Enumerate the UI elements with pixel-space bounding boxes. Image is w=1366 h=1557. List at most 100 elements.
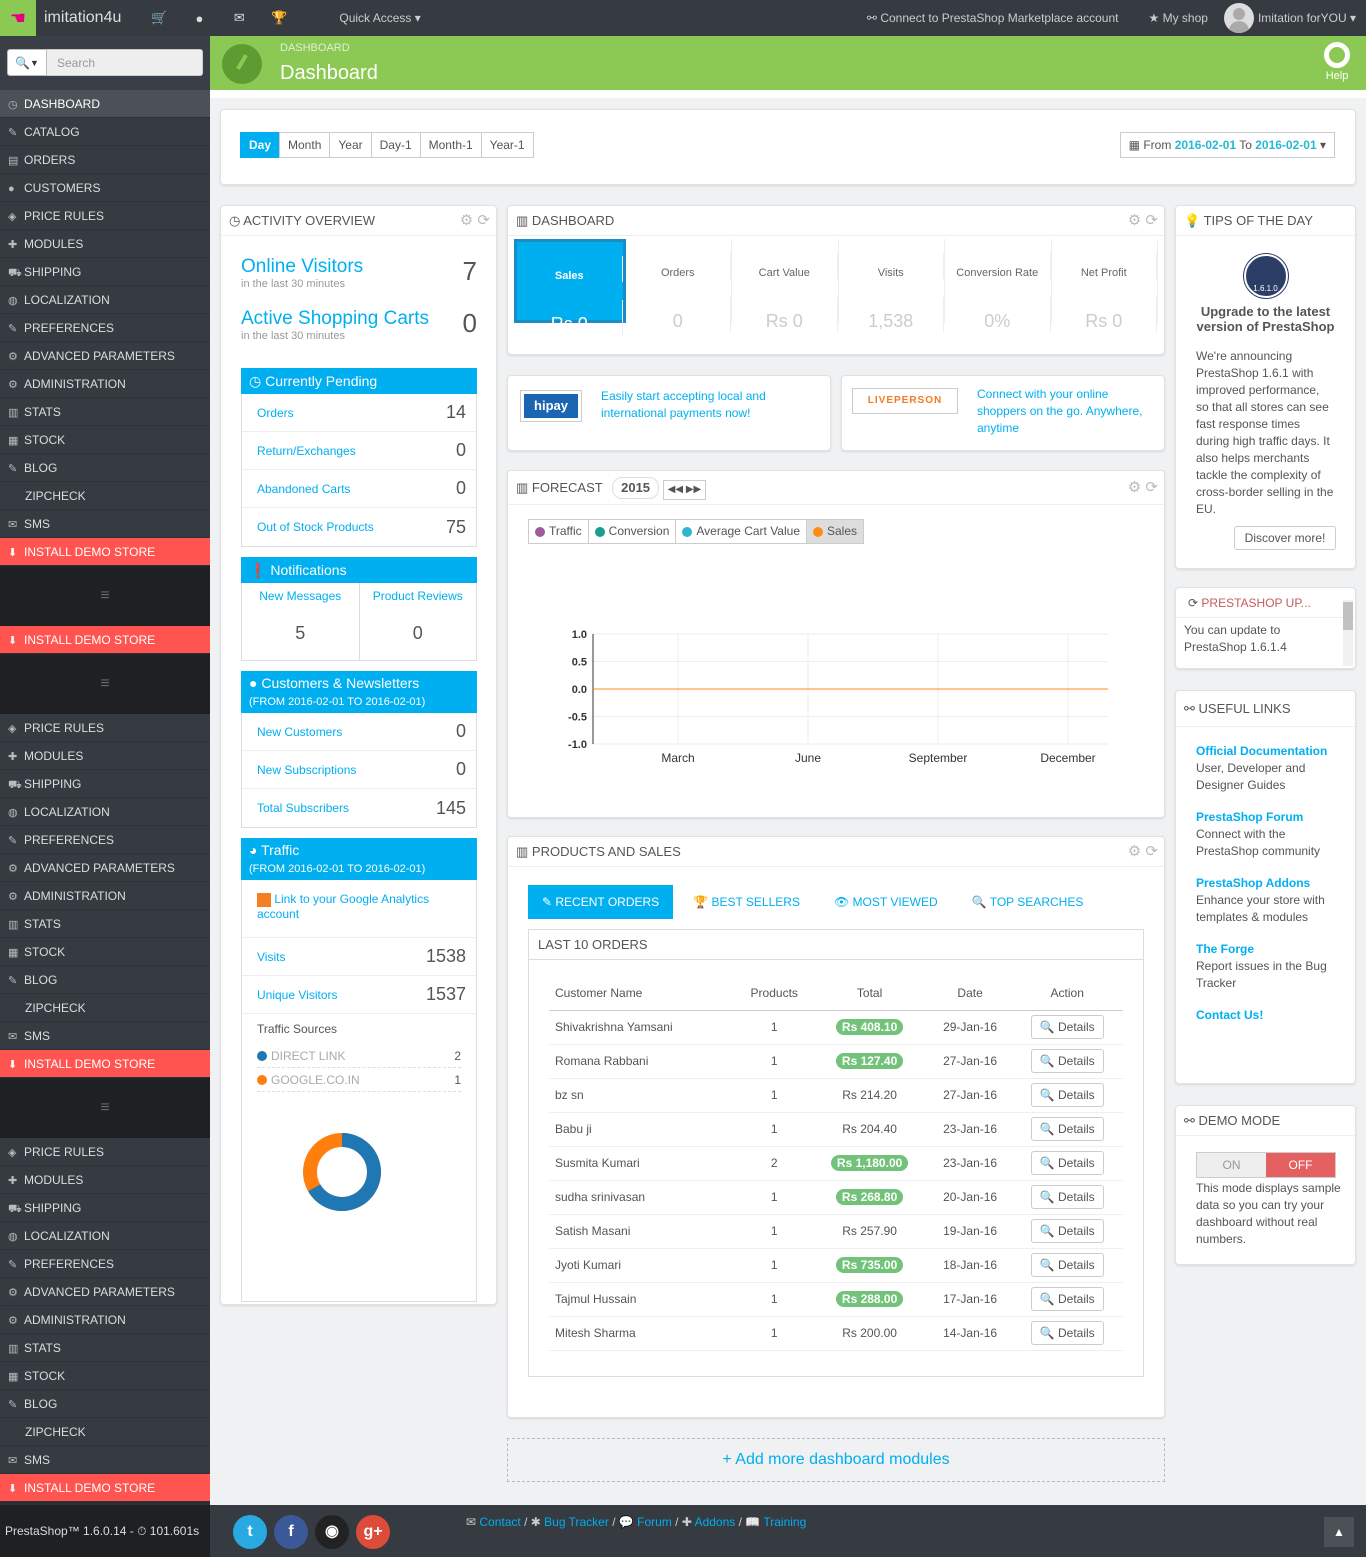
demo-on-option[interactable]: ON xyxy=(1197,1153,1266,1177)
sidebar-item-administration[interactable]: ⚙ ADMINISTRATION xyxy=(0,882,210,910)
search-type-button[interactable]: 🔍 ▼ xyxy=(7,49,47,76)
sidebar-item-shipping[interactable]: ⛟ SHIPPING xyxy=(0,258,210,286)
details-button[interactable]: 🔍 Details xyxy=(1030,1321,1104,1345)
sidebar-item-administration[interactable]: ⚙ ADMINISTRATION xyxy=(0,370,210,398)
hipay-ad[interactable]: hipay Easily start accepting local and i… xyxy=(507,375,831,451)
install-demo-store-button[interactable]: ⬇ INSTALL DEMO STORE xyxy=(0,626,210,654)
details-button[interactable]: 🔍 Details xyxy=(1030,1219,1104,1243)
kpi-cart-value[interactable]: Cart Value Rs 0 xyxy=(732,239,839,332)
breadcrumb[interactable]: DASHBOARD xyxy=(280,42,350,54)
facebook-icon[interactable]: f xyxy=(274,1515,308,1549)
product-reviews-link[interactable]: Product Reviews xyxy=(372,589,463,603)
legend-conversion[interactable]: Conversion xyxy=(587,519,677,544)
details-button[interactable]: 🔍 Details xyxy=(1030,1151,1104,1175)
tab-recent-orders[interactable]: ✎ RECENT ORDERS xyxy=(528,885,674,919)
kpi-conversion-rate[interactable]: Conversion Rate 0% xyxy=(945,239,1052,332)
useful-link-title[interactable]: PrestaShop Addons xyxy=(1196,876,1311,890)
useful-link-prestashop-addons[interactable]: PrestaShop Addons Enhance your store with… xyxy=(1196,875,1335,926)
sidebar-item-modules[interactable]: ✚ MODULES xyxy=(0,230,210,258)
refresh-icon[interactable]: ⟳ xyxy=(1145,212,1158,229)
useful-link-contact-us[interactable]: Contact Us! xyxy=(1196,1007,1335,1024)
envelope-icon[interactable]: ✉ xyxy=(233,10,245,25)
new-subscriptions-link[interactable]: New Subscriptions xyxy=(257,762,357,777)
footer-link-forum[interactable]: Forum xyxy=(637,1515,672,1529)
sidebar-item-advanced-parameters[interactable]: ⚙ ADVANCED PARAMETERS xyxy=(0,342,210,370)
google-analytics-link[interactable]: Link to your Google Analytics account xyxy=(257,892,430,921)
useful-link-title[interactable]: The Forge xyxy=(1196,942,1255,956)
kpi-orders[interactable]: Orders 0 xyxy=(626,239,732,332)
sidebar-item-zipcheck[interactable]: ZIPCHECK xyxy=(0,994,210,1022)
useful-link-official-documentation[interactable]: Official Documentation User, Developer an… xyxy=(1196,743,1335,794)
add-modules-button[interactable]: + Add more dashboard modules xyxy=(507,1438,1165,1482)
details-button[interactable]: 🔍 Details xyxy=(1030,1117,1104,1141)
out-of-stock-products-link[interactable]: Out of Stock Products xyxy=(257,520,374,534)
scrollbar-thumb[interactable] xyxy=(1343,602,1353,630)
sidebar-item-stock[interactable]: ▦ STOCK xyxy=(0,426,210,454)
refresh-icon[interactable]: ⟳ xyxy=(1145,843,1158,860)
new-messages-link[interactable]: New Messages xyxy=(259,589,342,603)
date-range-picker[interactable]: ▦ From 2016-02-01 To 2016-02-01 ▾ xyxy=(1119,132,1335,158)
sidebar-item-blog[interactable]: ✎ BLOG xyxy=(0,1390,210,1418)
discover-more-button[interactable]: Discover more! xyxy=(1234,526,1336,550)
details-button[interactable]: 🔍 Details xyxy=(1030,1083,1104,1107)
hand-pointer-icon[interactable]: ☚ xyxy=(0,0,36,36)
date-button-year[interactable]: Year xyxy=(329,132,372,158)
date-button-month-1[interactable]: Month-1 xyxy=(419,132,482,158)
cart-icon[interactable]: 🛒 xyxy=(151,10,168,25)
scrollbar[interactable] xyxy=(1343,600,1353,666)
sidebar-item-localization[interactable]: ◍ LOCALIZATION xyxy=(0,286,210,314)
sidebar-item-preferences[interactable]: ✎ PREFERENCES xyxy=(0,1250,210,1278)
date-button-year-1[interactable]: Year-1 xyxy=(480,132,534,158)
sidebar-item-modules[interactable]: ✚ MODULES xyxy=(0,742,210,770)
help-button[interactable]: Help xyxy=(1324,42,1350,82)
github-icon[interactable]: ◉ xyxy=(315,1515,349,1549)
footer-link-addons[interactable]: Addons xyxy=(694,1515,736,1529)
useful-link-the-forge[interactable]: The Forge Report issues in the Bug Tracke… xyxy=(1196,941,1335,992)
details-button[interactable]: 🔍 Details xyxy=(1030,1253,1104,1277)
demo-off-option[interactable]: OFF xyxy=(1266,1153,1335,1177)
date-button-day[interactable]: Day xyxy=(240,132,281,158)
install-demo-store-button[interactable]: ⬇ INSTALL DEMO STORE xyxy=(0,1474,210,1502)
twitter-icon[interactable]: t xyxy=(233,1515,267,1549)
kpi-net-profit[interactable]: Net Profit Rs 0 xyxy=(1052,239,1158,332)
date-button-month[interactable]: Month xyxy=(279,132,331,158)
sidebar-item-shipping[interactable]: ⛟ SHIPPING xyxy=(0,770,210,798)
shop-name[interactable]: imitation4u xyxy=(44,9,122,26)
gear-icon[interactable]: ⚙ xyxy=(1127,212,1142,229)
footer-link-contact[interactable]: Contact xyxy=(479,1515,521,1529)
avatar[interactable] xyxy=(1223,3,1254,33)
visits-link[interactable]: Visits xyxy=(257,949,286,964)
product-reviews[interactable]: Product Reviews 0 xyxy=(360,583,477,660)
sidebar-item-dashboard[interactable]: ◷ DASHBOARD xyxy=(0,90,210,118)
tab-most-viewed[interactable]: 👁 MOST VIEWED xyxy=(820,885,952,919)
useful-link-title[interactable]: Contact Us! xyxy=(1196,1008,1264,1022)
sidebar-item-localization[interactable]: ◍ LOCALIZATION xyxy=(0,1222,210,1250)
google-plus-icon[interactable]: g+ xyxy=(356,1515,390,1549)
my-shop-link[interactable]: ★ My shop xyxy=(1148,11,1208,25)
sidebar-item-stats[interactable]: ▥ STATS xyxy=(0,910,210,938)
footer-link-training[interactable]: Training xyxy=(763,1515,807,1529)
sidebar-item-stock[interactable]: ▦ STOCK xyxy=(0,938,210,966)
connect-marketplace-link[interactable]: ⚯ Connect to PrestaShop Marketplace acco… xyxy=(866,11,1119,25)
useful-link-prestashop-forum[interactable]: PrestaShop Forum Connect with the PrestaS… xyxy=(1196,809,1335,860)
refresh-icon[interactable]: ⟳ xyxy=(1145,479,1158,496)
sidebar-item-modules[interactable]: ✚ MODULES xyxy=(0,1166,210,1194)
footer-link-bug-tracker[interactable]: Bug Tracker xyxy=(544,1515,609,1529)
install-demo-store-button[interactable]: ⬇ INSTALL DEMO STORE xyxy=(0,538,210,566)
sidebar-item-localization[interactable]: ◍ LOCALIZATION xyxy=(0,798,210,826)
date-button-day-1[interactable]: Day-1 xyxy=(370,132,421,158)
return-exchanges-link[interactable]: Return/Exchanges xyxy=(257,443,356,458)
refresh-icon[interactable]: ⟳ xyxy=(477,212,490,229)
sidebar-item-preferences[interactable]: ✎ PREFERENCES xyxy=(0,314,210,342)
details-button[interactable]: 🔍 Details xyxy=(1030,1185,1104,1209)
new-messages[interactable]: New Messages 5 xyxy=(242,583,360,660)
sidebar-item-blog[interactable]: ✎ BLOG xyxy=(0,454,210,482)
gear-icon[interactable]: ⚙ xyxy=(459,212,474,229)
sidebar-item-price-rules[interactable]: ◈ PRICE RULES xyxy=(0,202,210,230)
sidebar-item-catalog[interactable]: ✎ CATALOG xyxy=(0,118,210,146)
details-button[interactable]: 🔍 Details xyxy=(1030,1287,1104,1311)
total-subscribers-link[interactable]: Total Subscribers xyxy=(257,801,350,815)
backward-icon[interactable]: ◀◀ xyxy=(667,484,684,495)
orders-link[interactable]: Orders xyxy=(257,405,294,420)
demo-mode-switch[interactable]: ON OFF xyxy=(1196,1152,1336,1178)
